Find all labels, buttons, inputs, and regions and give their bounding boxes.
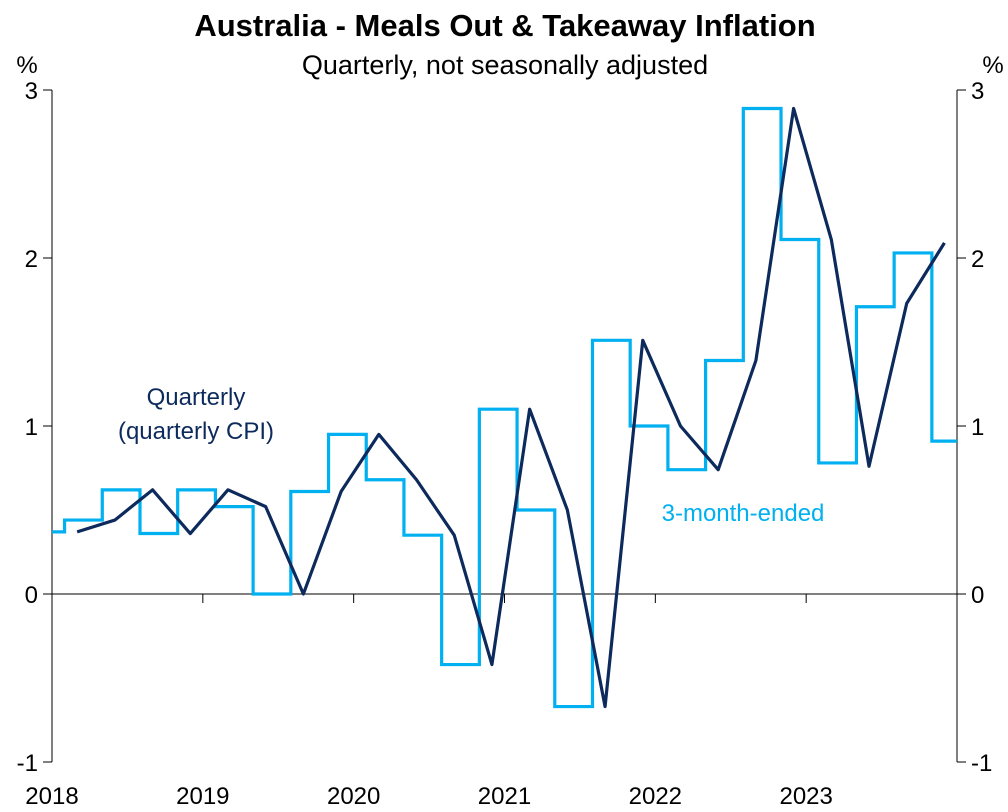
x-tick-label: 2019 [176,783,229,810]
chart-title: Australia - Meals Out & Takeaway Inflati… [194,8,815,43]
y-unit-left: % [16,52,37,79]
x-tick-label: 2020 [327,783,380,810]
x-tick-label: 2021 [478,783,531,810]
y-tick-label-right: 2 [971,246,984,273]
x-tick-label: 2022 [629,783,682,810]
series-quarterly-line [76,106,946,709]
series-3-month-ended-line [52,106,957,709]
y-tick-label-left: 1 [25,414,38,441]
x-tick-label: 2018 [25,783,78,810]
y-tick-label-right: 3 [971,78,984,105]
y-tick-label-left: 3 [25,78,38,105]
y-tick-label-left: 0 [25,582,38,609]
series-layer [52,106,957,709]
y-tick-label-right: 1 [971,414,984,441]
axes: 3 3 2 2 1 1 0 0 -1 -1 2018 2019 2020 2021 2022 2023 [17,78,993,810]
y-tick-label-right: -1 [971,750,992,777]
y-tick-label-right: 0 [971,582,984,609]
y-tick-label-left: 2 [25,246,38,273]
y-tick-label-left: -1 [17,750,38,777]
annotation-quarterly-line1: Quarterly [147,384,246,411]
x-tick-label: 2023 [779,783,832,810]
annotation-quarterly-line2: (quarterly CPI) [118,418,274,445]
annotation-3-month-ended: 3-month-ended [662,500,825,527]
chart-subtitle: Quarterly, not seasonally adjusted [302,50,708,80]
y-unit-right: % [982,52,1003,79]
